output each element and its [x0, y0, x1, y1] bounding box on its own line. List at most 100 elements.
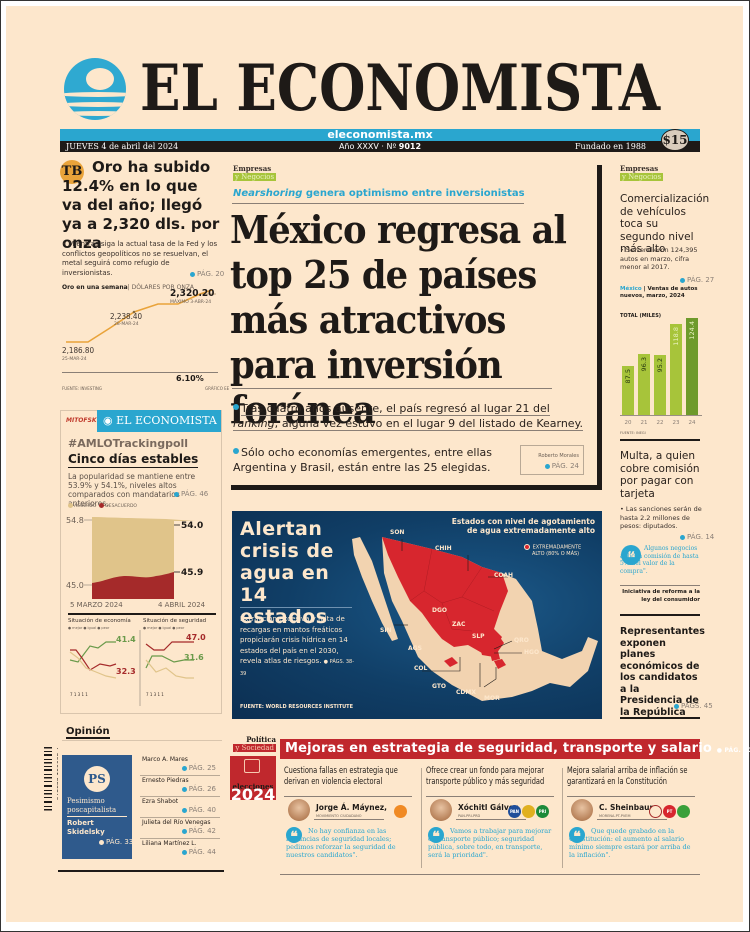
autos-page-ref: PÁG. 27	[680, 276, 714, 284]
poll-hashtag[interactable]: #AMLOTrackingpoll	[68, 437, 189, 450]
autos-bullet: • Se vendieron 124,395 autos en marzo, c…	[620, 246, 698, 271]
economy-chart-legend: ● mejor ● igual ● peor	[68, 626, 110, 630]
right-divider-1	[620, 439, 700, 441]
candidate-card-sheinbaum[interactable]: Mejora salarial arriba de inflación se g…	[567, 766, 703, 859]
ballot-box-icon	[244, 759, 260, 773]
economy-chart-title: Situación de economía	[68, 618, 131, 624]
candidate-name: Jorge Á. Máynez,	[316, 803, 387, 812]
bar-2020: 87.5	[622, 366, 634, 416]
gold-page-ref: PÁG. 20	[190, 270, 224, 278]
gold-bullet: • Mientras siga la actual tasa de la Fed…	[62, 240, 218, 277]
right-divider-2	[620, 614, 700, 616]
main-headline[interactable]: México regresa al top 25 de países más a…	[230, 207, 567, 432]
candidates-page-ref: PÁGS. 45	[674, 702, 713, 710]
candidates-plans-headline[interactable]: Representantes exponen planes económicos…	[620, 626, 705, 718]
water-headline[interactable]: Alertan crisis de agua en 14 estados	[240, 518, 334, 628]
pvem-party-logo-icon	[677, 805, 690, 818]
mini-line-charts: 41.4 32.3 47.0 31.6 7 1 3 1 1 7 1 3 1 1	[66, 630, 218, 708]
autos-headline[interactable]: Comercialización de vehículos toca su se…	[620, 193, 710, 255]
svg-text:45.9: 45.9	[181, 568, 203, 578]
main-bullet-1: Tras cuatro años ausente, el país regres…	[233, 402, 584, 431]
columnist-item[interactable]: Ezra Shabot PÁG. 40	[140, 797, 220, 818]
section-tag-politica[interactable]: Política y Sociedad	[233, 735, 276, 752]
masthead-title: EL ECONOMISTA	[140, 51, 661, 126]
svg-text:54.8: 54.8	[66, 516, 84, 525]
bar-2021: 96.3	[638, 354, 650, 416]
columnist-item[interactable]: Liliana Martínez L. PÁG. 44	[142, 840, 216, 856]
bar-2024: 124.4	[686, 318, 698, 416]
svg-text:7 1 3 1 1: 7 1 3 1 1	[146, 692, 164, 697]
water-page-ref: ● PÁGS. 38-39	[240, 659, 355, 677]
columnist-list: Marco A. Mares PÁG. 25 Ernesto Piedras PÁG…	[140, 755, 220, 860]
mc-party-logo-icon	[394, 805, 407, 818]
featured-opinion-title[interactable]: Pesimismo poscapitalista	[67, 797, 117, 814]
map-legend-title: Estados con nivel de agotamiento de agua…	[451, 517, 595, 535]
gold-headline[interactable]: Oro ha subido 12.4% en lo que va del año…	[62, 158, 220, 252]
candidate-photo	[288, 799, 310, 821]
quote-icon: ❝	[569, 827, 585, 845]
columnist-item[interactable]: Julieta del Río Venegas PÁG. 42	[140, 818, 220, 839]
poll-title[interactable]: Cinco días estables	[68, 452, 199, 468]
autos-chart-title: México | Ventas de autos nuevos, marzo, …	[620, 286, 698, 299]
svg-text:31.6: 31.6	[184, 653, 204, 662]
candidate-card-galvez[interactable]: Ofrece crear un fondo para mejorar trans…	[426, 766, 562, 859]
issue-number: 9012	[398, 142, 422, 151]
candidate-headline: Mejora salarial arriba de inflación se g…	[567, 766, 688, 787]
gold-chart-axis	[62, 372, 218, 373]
prd-party-logo-icon	[522, 805, 535, 818]
byline-box: Roberto Morales PÁG. 24	[520, 445, 584, 475]
fine-note: Iniciativa de reforma a la ley del consu…	[620, 585, 700, 604]
candidate-party: MORENA-PT-PVEM	[599, 814, 631, 818]
candidate-divider	[562, 768, 563, 868]
water-description: Extracción excesiva y falta de recargas …	[240, 615, 355, 677]
masthead-url-bar	[60, 129, 700, 141]
candidate-party: PAN-PRI-PRD	[458, 814, 481, 818]
svg-text:41.4: 41.4	[116, 635, 136, 644]
svg-text:7 1 3 1 1: 7 1 3 1 1	[70, 692, 88, 697]
section-tag-empresas[interactable]: Empresas y Negocios	[233, 164, 277, 181]
right-section-tag[interactable]: Empresas y Negocios	[620, 164, 664, 181]
masthead-date-bar	[60, 141, 700, 152]
main-story-border-bottom	[231, 485, 601, 490]
candidate-quote: Vamos a trabajar para mejorar el transpo…	[428, 827, 552, 859]
issue-date: JUEVES 4 de abril del 2024	[66, 142, 179, 151]
gold-credit: GRÁFICO EE	[205, 386, 230, 391]
fine-headline[interactable]: Multa, a quien cobre comisión por pagar …	[620, 450, 700, 500]
svg-text:47.0: 47.0	[186, 633, 206, 642]
columnist-item[interactable]: Marco A. Mares PÁG. 25	[140, 755, 220, 776]
mexico-map	[352, 537, 598, 701]
elections-badge	[230, 756, 276, 800]
poll-x-start: 5 MARZO 2024	[70, 601, 123, 609]
candidate-headline: Ofrece crear un fondo para mejorar trans…	[426, 766, 545, 787]
poll-legend: ACUERDO DESACUERDO	[68, 503, 137, 509]
svg-text:32.3: 32.3	[116, 667, 136, 676]
bar-2023: 118.8	[670, 324, 682, 416]
main-story-border-right	[597, 165, 602, 490]
pt-party-logo-icon: PT	[663, 805, 676, 818]
candidate-headline: Cuestiona fallas en estrategia que deriv…	[284, 766, 398, 787]
price-badge: $15	[661, 129, 689, 151]
candidate-card-maynez[interactable]: Cuestiona fallas en estrategia que deriv…	[284, 766, 420, 859]
tb-badge-icon: TB	[60, 160, 84, 184]
candidate-quote: No hay confianza en las instancias de se…	[286, 827, 396, 859]
water-crisis-map-box: SON CHIH COAH DGO ZAC SIN SLP AGS QRO HG…	[232, 511, 602, 719]
elections-strip-headline[interactable]: Mejoras en estrategia de seguridad, tran…	[280, 739, 750, 759]
quote-icon: ❝	[428, 827, 444, 845]
autos-chart-unit: TOTAL (MILES)	[620, 313, 662, 319]
autos-source: FUENTE: INEGI	[620, 431, 646, 435]
morena-party-logo-icon	[649, 805, 662, 818]
fine-page-ref: PÁG. 14	[680, 533, 714, 541]
svg-text:45.0: 45.0	[66, 581, 84, 590]
poll-page-ref: PÁG. 46	[174, 490, 208, 498]
opinion-bottom-rule	[58, 870, 224, 872]
columnist-item[interactable]: Ernesto Piedras PÁG. 26	[140, 776, 220, 797]
pan-party-logo-icon: PAN	[508, 805, 521, 818]
map-legend: EXTREMADAMENTE ALTO (80% O MÁS)	[524, 544, 594, 558]
poll-description: La popularidad se mantiene entre 53.9% y…	[68, 472, 196, 508]
globe-logo-icon	[64, 58, 126, 120]
security-chart-title: Situación de seguridad	[143, 618, 207, 624]
opinion-section-title[interactable]: Opinión	[66, 726, 110, 739]
website-link[interactable]: eleconomista.mx	[327, 128, 433, 141]
kicker-divider	[232, 203, 524, 204]
barcode: 7 509661 885870	[44, 745, 62, 875]
